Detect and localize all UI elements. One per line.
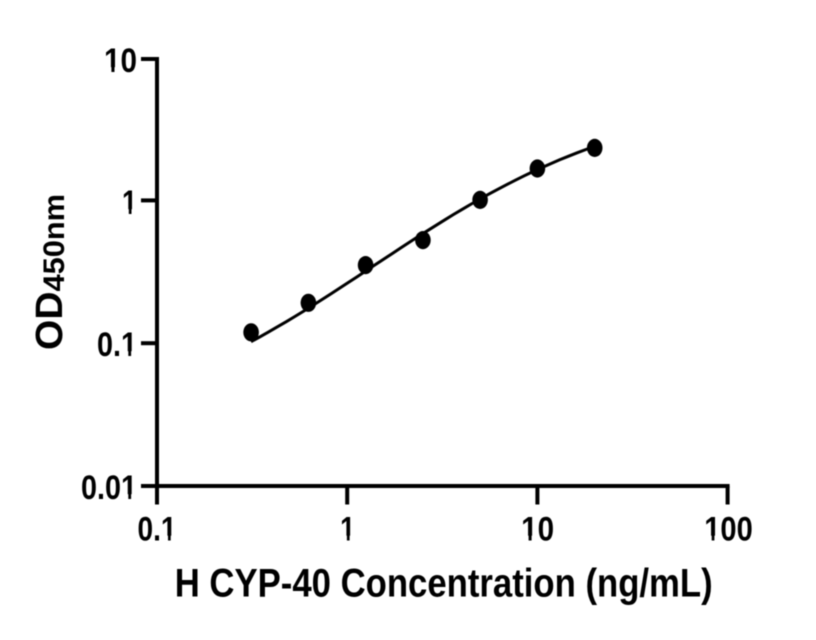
svg-text:H CYP-40 Concentration (ng/mL): H CYP-40 Concentration (ng/mL) — [175, 562, 713, 606]
svg-text:10: 10 — [104, 42, 137, 80]
svg-text:0.1: 0.1 — [138, 511, 177, 549]
svg-text:1: 1 — [122, 184, 137, 222]
svg-text:0.01: 0.01 — [81, 469, 137, 507]
svg-text:10: 10 — [521, 511, 554, 549]
svg-text:1: 1 — [340, 511, 355, 549]
svg-text:100: 100 — [704, 511, 753, 549]
svg-text:0.1: 0.1 — [97, 326, 137, 364]
